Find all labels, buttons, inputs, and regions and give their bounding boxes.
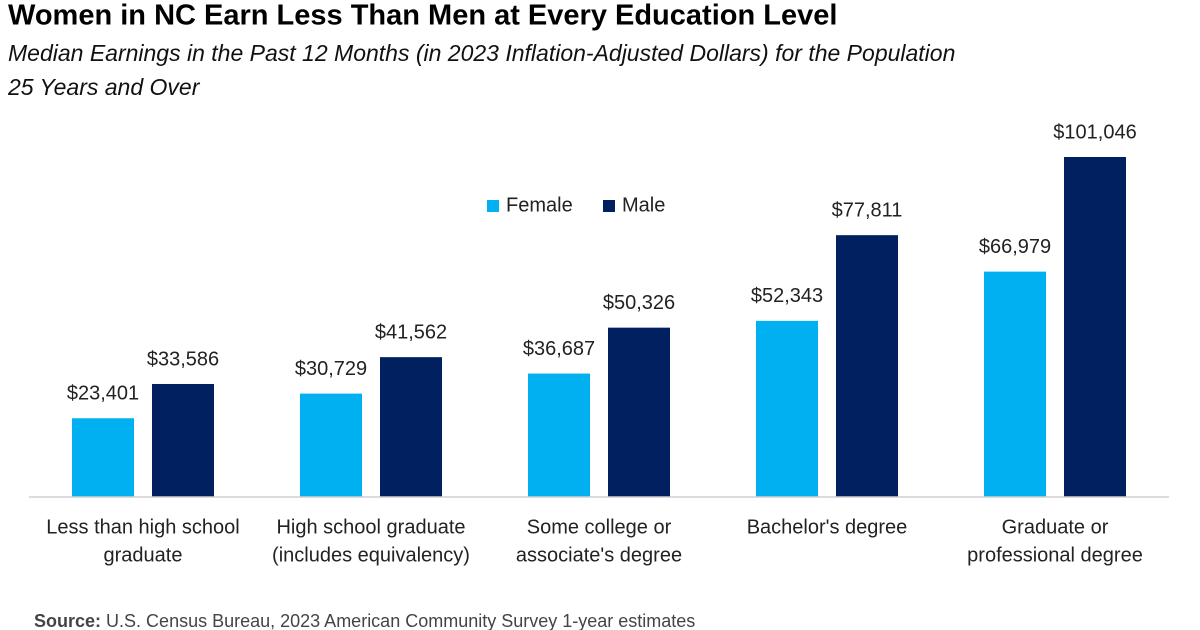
x-tick-label: High school graduate [276, 516, 465, 538]
x-tick-label: associate's degree [516, 544, 682, 566]
legend-label: Female [506, 194, 573, 216]
legend-swatch [487, 200, 499, 212]
value-label: $101,046 [1053, 121, 1136, 143]
bar [836, 235, 898, 498]
source: Source: U.S. Census Bureau, 2023 America… [34, 611, 695, 630]
bar [608, 327, 670, 497]
x-tick-label: (includes equivalency) [272, 544, 470, 566]
source-text: U.S. Census Bureau, 2023 American Commun… [106, 611, 695, 630]
x-tick-label: Bachelor's degree [747, 516, 908, 538]
x-tick-label: graduate [104, 544, 183, 566]
bar [380, 357, 442, 497]
chart-subtitle: Median Earnings in the Past 12 Months (i… [8, 40, 955, 66]
x-tick-label: Graduate or [1002, 516, 1109, 538]
bar [1064, 157, 1126, 497]
bar [984, 271, 1046, 497]
legend-label: Male [622, 194, 665, 216]
value-label: $33,586 [147, 348, 219, 370]
value-label: $36,687 [523, 338, 595, 360]
bar [528, 373, 590, 497]
bar [756, 320, 818, 497]
chart-title: Women in NC Earn Less Than Men at Every … [8, 0, 837, 32]
legend-swatch [603, 200, 615, 212]
bar [300, 393, 362, 497]
x-tick-label: professional degree [967, 544, 1143, 566]
chart-subtitle: 25 Years and Over [7, 74, 201, 100]
value-label: $52,343 [751, 285, 823, 307]
value-label: $23,401 [67, 383, 139, 405]
source-label: Source: [34, 611, 101, 630]
value-label: $41,562 [375, 321, 447, 343]
value-label: $50,326 [603, 292, 675, 314]
x-tick-label: Some college or [527, 516, 672, 538]
x-tick-label: Less than high school [46, 516, 239, 538]
bar [152, 383, 214, 497]
value-label: $77,811 [832, 199, 903, 221]
bar [72, 418, 134, 497]
value-label: $66,979 [979, 236, 1051, 258]
value-label: $30,729 [295, 358, 367, 380]
